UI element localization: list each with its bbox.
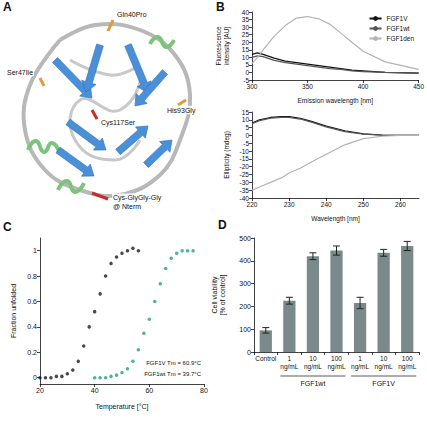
svg-text:40: 40 <box>242 9 250 16</box>
svg-text:0.8: 0.8 <box>27 273 37 280</box>
svg-text:Temperature [°C]: Temperature [°C] <box>96 403 149 411</box>
svg-text:Cell viability: Cell viability <box>211 276 219 313</box>
svg-text:Emission wavelength [nm]: Emission wavelength [nm] <box>298 97 374 105</box>
svg-text:Fraction unfolded: Fraction unfolded <box>10 284 17 338</box>
svg-text:-15: -15 <box>240 155 250 162</box>
svg-text:-35: -35 <box>240 187 250 194</box>
svg-text:-20: -20 <box>240 163 250 170</box>
svg-text:@ Nterm: @ Nterm <box>113 203 141 210</box>
svg-text:ng/mL: ng/mL <box>280 363 298 371</box>
svg-text:intensity [AU]: intensity [AU] <box>223 27 231 65</box>
svg-text:220: 220 <box>247 201 258 208</box>
svg-text:1: 1 <box>33 247 37 254</box>
svg-text:Ellipticity (mdeg): Ellipticity (mdeg) <box>223 131 231 179</box>
svg-text:Cys-GlyGly-Gly: Cys-GlyGly-Gly <box>113 194 162 202</box>
svg-text:A: A <box>3 0 12 14</box>
svg-text:-10: -10 <box>240 148 250 155</box>
svg-text:Fluorescence: Fluorescence <box>215 26 222 65</box>
svg-text:20: 20 <box>36 387 44 394</box>
svg-text:0: 0 <box>33 374 37 381</box>
svg-text:450: 450 <box>413 83 424 90</box>
svg-text:0.6: 0.6 <box>27 298 37 305</box>
svg-text:-40: -40 <box>239 194 249 202</box>
svg-text:1: 1 <box>358 355 362 362</box>
svg-text:0: 0 <box>245 132 249 139</box>
svg-text:300: 300 <box>247 83 258 90</box>
svg-text:500: 500 <box>239 235 251 242</box>
svg-text:230: 230 <box>284 201 295 208</box>
svg-text:15: 15 <box>242 46 250 53</box>
svg-text:40: 40 <box>91 387 99 394</box>
svg-text:ng/mL: ng/mL <box>351 363 369 371</box>
svg-text:FGF1V: FGF1V <box>387 15 409 22</box>
svg-text:0.2: 0.2 <box>27 349 37 356</box>
svg-text:B: B <box>216 0 225 14</box>
svg-text:-5: -5 <box>243 140 249 147</box>
svg-text:80: 80 <box>200 387 208 394</box>
svg-text:0: 0 <box>245 69 249 76</box>
svg-text:-5: -5 <box>243 76 249 84</box>
svg-text:0: 0 <box>247 349 251 356</box>
svg-text:FGF1wt: FGF1wt <box>387 25 410 32</box>
svg-text:250: 250 <box>358 201 369 208</box>
svg-text:350: 350 <box>302 83 313 90</box>
svg-text:ng/mL: ng/mL <box>375 363 393 371</box>
svg-text:FGF1den: FGF1den <box>387 35 415 42</box>
svg-text:-25: -25 <box>240 171 250 178</box>
svg-text:30: 30 <box>242 24 250 31</box>
svg-text:-30: -30 <box>240 179 250 186</box>
svg-text:35: 35 <box>242 16 250 23</box>
svg-text:60: 60 <box>145 387 153 394</box>
svg-text:ng/mL: ng/mL <box>327 363 345 371</box>
svg-text:10: 10 <box>380 355 388 362</box>
svg-text:5: 5 <box>245 61 249 68</box>
svg-text:FGF1wt Tm = 39.7°C: FGF1wt Tm = 39.7°C <box>144 371 201 377</box>
svg-text:Cys117Ser: Cys117Ser <box>101 119 136 127</box>
svg-text:100: 100 <box>239 326 251 333</box>
svg-text:260: 260 <box>395 201 406 208</box>
svg-text:300: 300 <box>239 280 251 287</box>
svg-text:400: 400 <box>239 257 251 264</box>
svg-text:0.4: 0.4 <box>27 323 37 330</box>
svg-text:ng/mL: ng/mL <box>398 363 416 371</box>
svg-text:FGF1V Tm = 60.9°C: FGF1V Tm = 60.9°C <box>146 360 201 366</box>
svg-text:240: 240 <box>321 201 332 208</box>
svg-text:Ser47Ile: Ser47Ile <box>7 69 33 76</box>
svg-text:His93Gly: His93Gly <box>167 107 196 115</box>
svg-text:15: 15 <box>242 109 250 116</box>
svg-text:400: 400 <box>358 83 369 90</box>
svg-text:[% of control]: [% of control] <box>219 275 227 316</box>
svg-text:D: D <box>218 218 227 232</box>
svg-text:FGF1wt: FGF1wt <box>300 380 325 387</box>
svg-text:100: 100 <box>331 355 342 362</box>
svg-text:ng/mL: ng/mL <box>304 363 322 371</box>
svg-text:200: 200 <box>239 303 251 310</box>
svg-text:5: 5 <box>245 124 249 131</box>
svg-text:20: 20 <box>242 39 250 46</box>
svg-text:FGF1V: FGF1V <box>372 380 395 387</box>
svg-text:10: 10 <box>242 54 250 61</box>
svg-text:25: 25 <box>242 31 250 38</box>
svg-text:Gln40Pro: Gln40Pro <box>117 11 147 18</box>
svg-text:C: C <box>3 220 12 234</box>
svg-text:Wavelength [nm]: Wavelength [nm] <box>311 215 360 223</box>
svg-text:10: 10 <box>242 116 250 123</box>
svg-text:Control: Control <box>255 355 277 362</box>
svg-text:10: 10 <box>309 355 317 362</box>
svg-text:1: 1 <box>288 355 292 362</box>
svg-text:100: 100 <box>402 355 413 362</box>
